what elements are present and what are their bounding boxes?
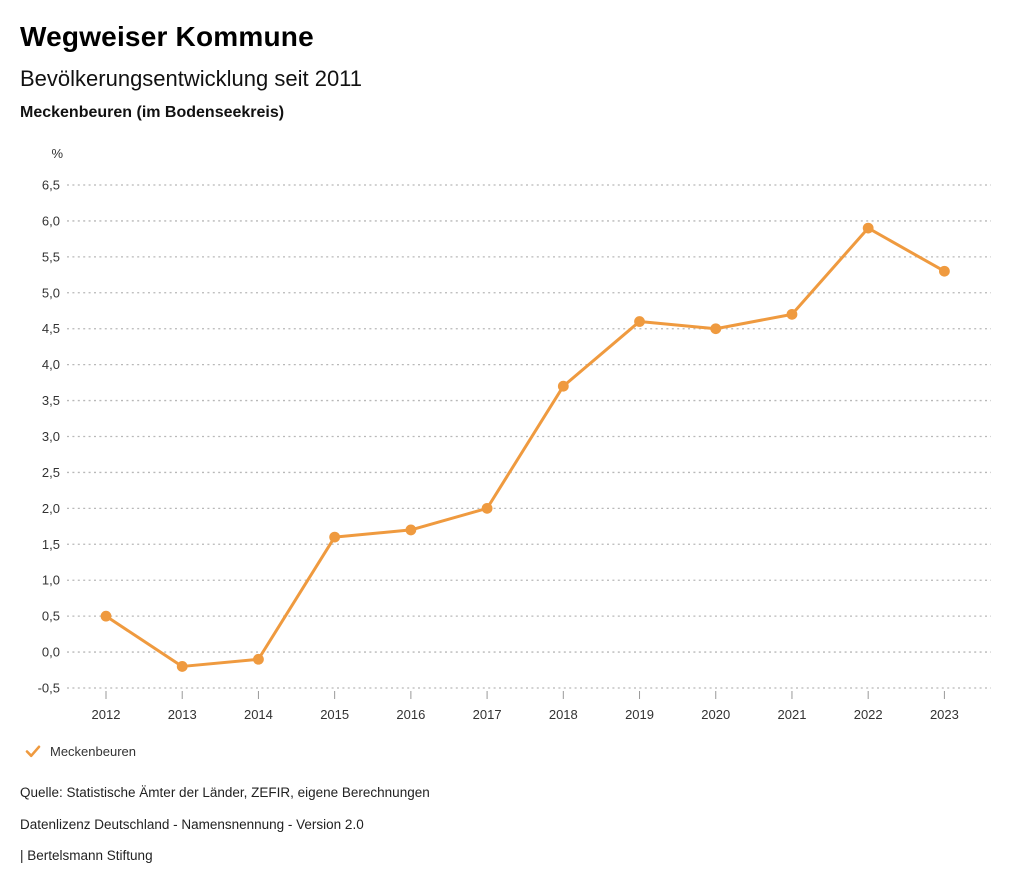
y-tick-label: 2,5 — [42, 465, 60, 480]
region-name: Meckenbeuren (im Bodenseekreis) — [20, 104, 285, 121]
y-tick-label: 3,0 — [42, 429, 60, 444]
data-line-meckenbeuren — [104, 226, 946, 668]
attribution-line: | Bertelsmann Stiftung — [20, 848, 153, 863]
y-tick-label: 2,0 — [42, 501, 60, 516]
y-tick-label: 1,5 — [42, 537, 60, 552]
y-tick-label: 4,5 — [42, 321, 60, 336]
x-tick-label: 2022 — [854, 707, 883, 722]
y-tick-label: 6,5 — [42, 178, 60, 193]
x-tick-label: 2020 — [701, 707, 730, 722]
legend-label: Meckenbeuren — [50, 744, 136, 759]
y-tick-label: 5,0 — [42, 285, 60, 300]
data-point-2023[interactable] — [939, 265, 950, 277]
data-point-2022[interactable] — [862, 222, 874, 234]
data-point-2016[interactable] — [405, 524, 417, 536]
y-tick-label: 1,0 — [42, 573, 60, 588]
x-tick-label: 2017 — [473, 707, 502, 722]
x-tick-label: 2016 — [396, 707, 425, 722]
y-tick-label: 0,5 — [42, 609, 60, 624]
x-tick-label: 2014 — [244, 707, 273, 722]
x-tick-label: 2012 — [92, 707, 121, 722]
legend-item-meckenbeuren[interactable]: Meckenbeuren — [25, 744, 136, 759]
y-tick-label: 5,5 — [42, 249, 60, 264]
data-point-2017[interactable] — [481, 502, 493, 514]
y-tick-label: 3,5 — [42, 393, 60, 408]
data-point-2012[interactable] — [100, 610, 112, 622]
data-point-2019[interactable] — [634, 316, 645, 327]
data-point-2018[interactable] — [557, 380, 569, 392]
x-tick-label: 2019 — [625, 707, 654, 722]
check-icon — [25, 745, 41, 758]
source-line: Quelle: Statistische Ämter der Länder, Z… — [20, 785, 430, 800]
y-tick-label: 4,0 — [42, 357, 60, 372]
data-point-2020[interactable] — [710, 323, 722, 335]
data-point-2021[interactable] — [786, 308, 798, 320]
x-tick-label: 2015 — [320, 707, 349, 722]
x-tick-label: 2013 — [168, 707, 197, 722]
y-tick-label: 0,0 — [42, 645, 60, 660]
page-title: Wegweiser Kommune — [20, 21, 314, 52]
y-axis-unit-label: % — [51, 146, 63, 161]
x-tick-label: 2023 — [930, 707, 959, 722]
data-point-2015[interactable] — [329, 531, 341, 543]
data-point-2014[interactable] — [253, 653, 264, 665]
data-point-2013[interactable] — [176, 661, 188, 672]
y-tick-label: 6,0 — [42, 213, 60, 228]
license-line: Datenlizenz Deutschland - Namensnennung … — [20, 817, 364, 832]
y-tick-label: -0,5 — [38, 681, 60, 696]
x-tick-label: 2021 — [778, 707, 807, 722]
chart-title: Bevölkerungsentwicklung seit 2011 — [20, 66, 363, 91]
x-tick-label: 2018 — [549, 707, 578, 722]
